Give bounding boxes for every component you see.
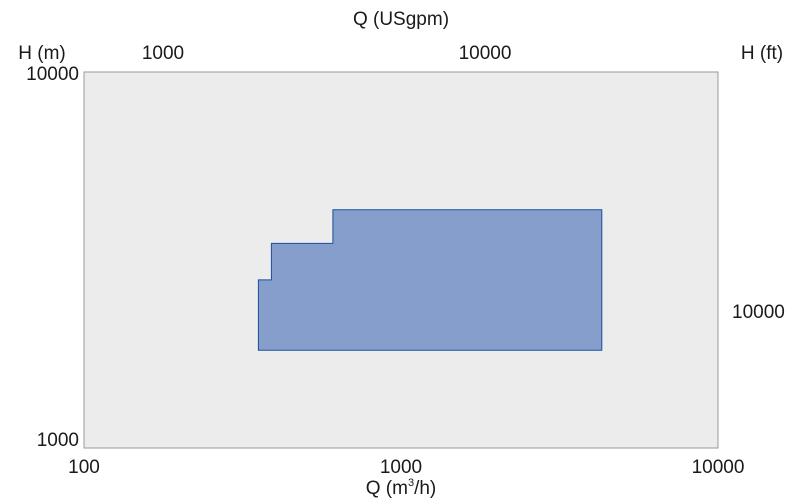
bottom-tick-label-10000: 10000	[692, 457, 745, 478]
bottom-axis-title-sup: 3	[408, 477, 414, 489]
top-axis-title: Q (USgpm)	[353, 9, 449, 30]
bottom-tick-label-100: 100	[68, 457, 100, 478]
bottom-axis-title-prefix: Q (m	[366, 478, 408, 499]
top-tick-label-1000: 1000	[142, 43, 184, 64]
bottom-axis-title: Q (m3/h)	[366, 477, 437, 499]
bottom-tick-label-1000: 1000	[380, 457, 422, 478]
right-tick-label-10000: 10000	[732, 302, 785, 323]
top-tick-label-10000: 10000	[459, 43, 512, 64]
right-axis-title: H (ft)	[741, 43, 783, 64]
operating-range-area	[257, 209, 603, 351]
left-axis-title: H (m)	[18, 43, 65, 64]
left-tick-label-10000: 10000	[26, 64, 79, 85]
bottom-axis-title-suffix: /h)	[414, 478, 436, 499]
left-tick-label-1000: 1000	[37, 430, 79, 451]
